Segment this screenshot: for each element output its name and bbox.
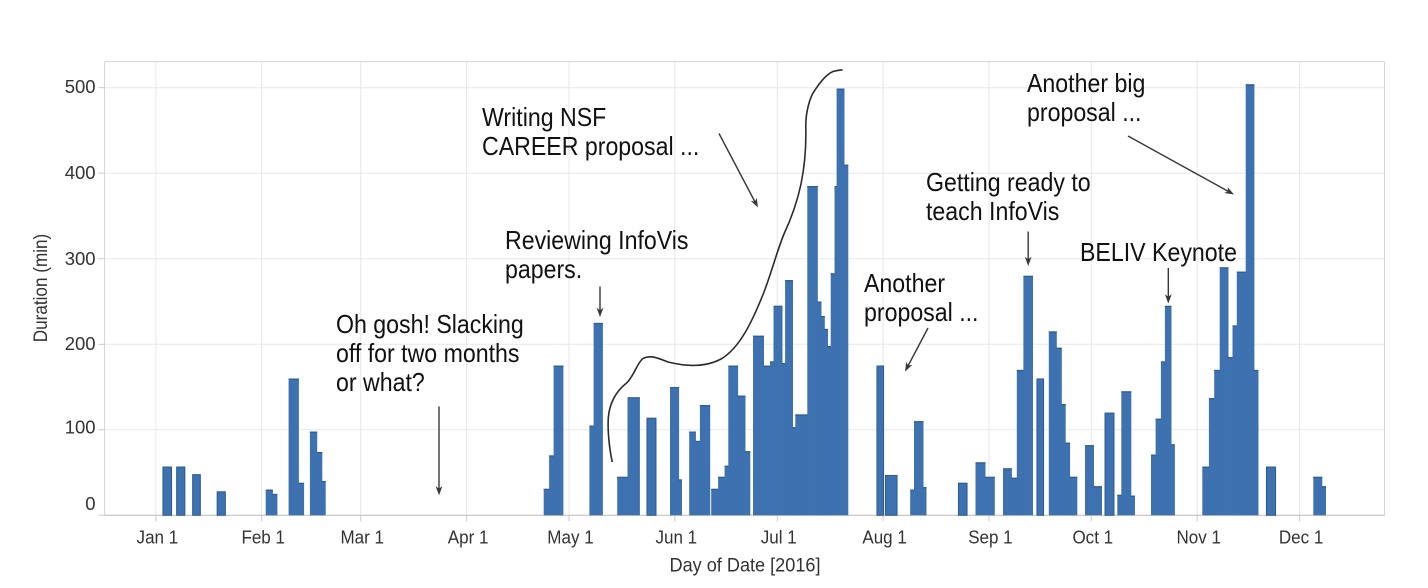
- svg-text:0: 0: [85, 493, 95, 514]
- svg-text:Mar 1: Mar 1: [340, 526, 384, 547]
- svg-text:Aug 1: Aug 1: [862, 526, 906, 547]
- svg-text:Jun 1: Jun 1: [655, 526, 697, 547]
- svg-text:May 1: May 1: [547, 526, 593, 547]
- svg-text:Sep 1: Sep 1: [968, 526, 1012, 547]
- svg-text:Day of Date [2016]: Day of Date [2016]: [670, 555, 821, 577]
- svg-text:Apr 1: Apr 1: [448, 526, 489, 547]
- svg-text:Oct 1: Oct 1: [1072, 526, 1113, 547]
- svg-text:Feb 1: Feb 1: [241, 526, 285, 547]
- svg-text:100: 100: [65, 417, 96, 438]
- svg-text:500: 500: [65, 76, 96, 97]
- svg-text:Jul 1: Jul 1: [761, 526, 797, 547]
- svg-text:200: 200: [65, 333, 96, 354]
- svg-text:300: 300: [65, 248, 96, 269]
- svg-text:400: 400: [65, 162, 96, 183]
- svg-text:Nov 1: Nov 1: [1177, 526, 1221, 547]
- svg-text:Jan 1: Jan 1: [137, 526, 179, 547]
- svg-text:Duration (min): Duration (min): [30, 234, 52, 343]
- svg-text:Dec 1: Dec 1: [1279, 526, 1323, 547]
